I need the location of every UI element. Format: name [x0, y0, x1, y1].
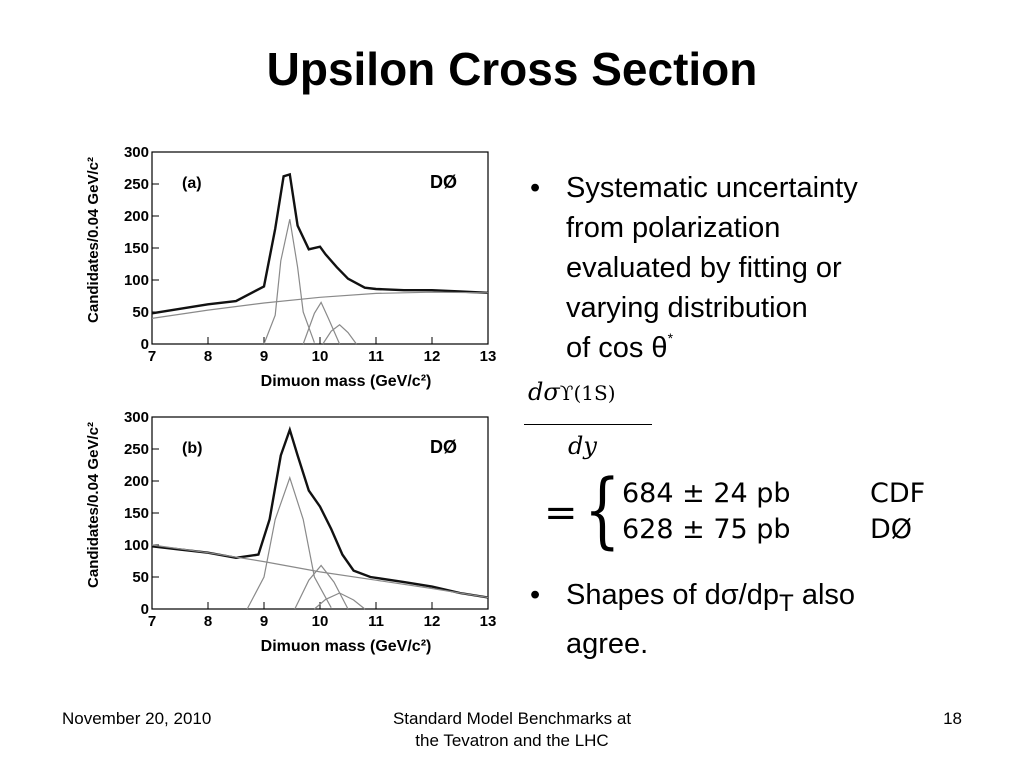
bullet-1-line: varying distribution — [566, 292, 808, 324]
formula-equals: = — [544, 490, 578, 536]
plot-panel-b: 7 8 9 10 11 12 13 0 50 100 150 200 250 300 (b) DØ Dimuon… — [68, 405, 508, 657]
y-tick-label: 300 — [124, 144, 149, 161]
x-tick-label: 9 — [260, 348, 268, 365]
y-tick-label: 200 — [124, 208, 149, 225]
x-tick-label: 11 — [368, 348, 384, 365]
x-tick-label: 13 — [480, 613, 497, 630]
y-tick-label: 0 — [141, 601, 149, 618]
bullet-dot: • — [530, 579, 541, 611]
component-curve — [246, 475, 332, 610]
y-tick-label: 0 — [141, 336, 149, 353]
y-tick-label: 100 — [124, 272, 149, 289]
x-tick-label: 12 — [424, 613, 441, 630]
experiment-label: DØ — [430, 172, 457, 192]
bullet-dot: • — [530, 172, 541, 204]
x-axis-label: Dimuon mass (GeV/c²) — [261, 373, 432, 390]
x-tick-label: 10 — [312, 348, 329, 365]
d0-value: 628 ± 75 pb — [622, 514, 791, 545]
component-curve — [314, 592, 366, 610]
y-tick-label: 250 — [124, 176, 149, 193]
bullet-1-line: evaluated by fitting or — [566, 252, 842, 284]
x-axis-label: Dimuon mass (GeV/c²) — [261, 638, 432, 655]
bullet-2-prefix: Shapes of dσ/dp — [566, 579, 779, 611]
formula-brace: { — [584, 463, 621, 558]
y-tick-label: 150 — [124, 240, 149, 257]
y-tick-label: 50 — [132, 569, 149, 586]
component-curve — [302, 301, 341, 345]
bullet-1-line: Systematic uncertainty — [566, 172, 858, 204]
bullet-2-line: Shapes of dσ/dpT also — [566, 575, 1000, 624]
bullet-item-1: • Systematic uncertainty from polarizati… — [530, 168, 1000, 368]
bullet-2: • Shapes of dσ/dpT also agree. — [530, 575, 1000, 664]
bullet-2-suffix: also — [793, 579, 856, 611]
y-tick-label: 300 — [124, 409, 149, 426]
y-tick-label: 250 — [124, 441, 149, 458]
plot-panel-a: 7 8 9 10 11 12 13 0 50 100 150 200 250 300 (a) DØ Dimuon… — [68, 140, 508, 390]
total-fit-curve — [151, 425, 489, 599]
formula-upsilon-sub: ϒ(1S) — [559, 381, 616, 405]
slide-title: Upsilon Cross Section — [266, 43, 758, 95]
bullet-1-cos-theta: of cos θ — [566, 332, 668, 364]
component-curve — [263, 219, 315, 345]
component-curve — [294, 564, 349, 610]
bullet-2-line: agree. — [566, 627, 649, 660]
x-tick-label: 7 — [148, 613, 156, 630]
component-curve — [151, 291, 489, 319]
plot-b-svg: 7 8 9 10 11 12 13 0 50 100 150 200 250 300 (b) DØ Dimuon… — [85, 409, 497, 655]
bullet-list: • Systematic uncertainty from polarizati… — [530, 168, 1000, 368]
footer-center-line: the Tevatron and the LHC — [415, 731, 609, 750]
y-axis-label: Candidates/0.04 GeV/c² — [85, 157, 102, 323]
bullet-1-star: * — [667, 330, 674, 346]
y-tick-label: 50 — [132, 304, 149, 321]
y-tick-label: 200 — [124, 473, 149, 490]
bullet-item-2: • Shapes of dσ/dpT also agree. — [530, 575, 1000, 664]
x-tick-label: 9 — [260, 613, 268, 630]
formula-denominator: dy — [568, 432, 597, 460]
page-number: 18 — [943, 709, 962, 728]
fraction-bar — [524, 424, 652, 425]
x-tick-label: 8 — [204, 613, 212, 630]
bullet-2-sub: T — [779, 589, 794, 617]
total-fit-curve — [151, 172, 489, 315]
x-tick-label: 10 — [312, 613, 329, 630]
panel-label: (b) — [182, 440, 202, 457]
cdf-value: 684 ± 24 pb — [622, 478, 791, 509]
formula-numerator: dσϒ(1S) — [528, 378, 616, 406]
y-tick-label: 150 — [124, 505, 149, 522]
experiment-label: DØ — [430, 437, 457, 457]
bullet-1-line: of cos θ* — [566, 328, 1000, 368]
panel-label: (a) — [182, 175, 202, 192]
cdf-label: CDF — [870, 478, 926, 509]
formula-dsigma: dσ — [528, 378, 560, 406]
x-tick-label: 12 — [424, 348, 441, 365]
footer-date: November 20, 2010 — [62, 709, 212, 728]
footer-center: Standard Model Benchmarks at the Tevatro… — [330, 708, 694, 752]
footer-center-line: Standard Model Benchmarks at — [392, 709, 632, 728]
d0-label: DØ — [870, 514, 913, 545]
bullet-1-line: from polarization — [566, 212, 781, 244]
x-tick-label: 7 — [148, 348, 156, 365]
x-tick-label: 13 — [480, 348, 497, 365]
x-tick-label: 11 — [368, 613, 384, 630]
component-curve — [151, 544, 489, 599]
plot-a-svg: 7 8 9 10 11 12 13 0 50 100 150 200 250 300 (a) DØ Dimuon… — [85, 144, 497, 390]
y-tick-label: 100 — [124, 537, 149, 554]
y-axis-label: Candidates/0.04 GeV/c² — [85, 422, 102, 588]
component-curve — [322, 324, 357, 345]
x-tick-label: 8 — [204, 348, 212, 365]
